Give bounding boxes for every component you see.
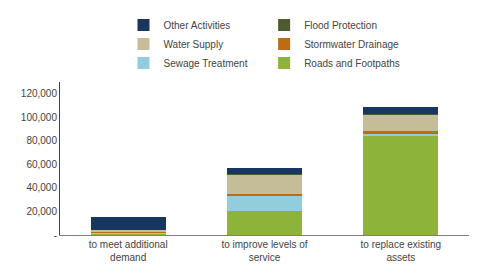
svg-text:80,000: 80,000 [26,135,57,146]
svg-text:40,000: 40,000 [26,182,57,193]
svg-text:Flood Protection: Flood Protection [304,20,377,31]
svg-text:100,000: 100,000 [21,112,58,123]
svg-text:-: - [54,230,57,241]
svg-text:Water Supply: Water Supply [164,39,224,50]
svg-text:60,000: 60,000 [26,159,57,170]
svg-text:to improve levels ofservice: to improve levels ofservice [221,239,307,263]
svg-text:Roads and Footpaths: Roads and Footpaths [304,58,400,69]
svg-text:Stormwater Drainage: Stormwater Drainage [304,39,399,50]
svg-text:to replace existingassets: to replace existingassets [361,239,442,263]
svg-text:Other Activities: Other Activities [164,20,231,31]
svg-text:Sewage Treatment: Sewage Treatment [164,58,248,69]
svg-text:120,000: 120,000 [21,88,58,99]
svg-text:20,000: 20,000 [26,206,57,217]
svg-text:to meet additionaldemand: to meet additionaldemand [89,239,168,263]
